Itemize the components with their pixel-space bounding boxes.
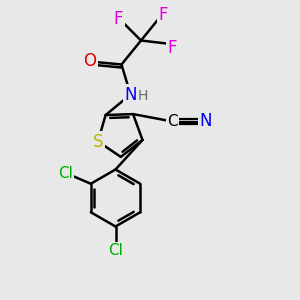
Text: H: H — [138, 89, 148, 103]
Text: C: C — [167, 114, 178, 129]
Text: Cl: Cl — [108, 243, 123, 258]
Text: N: N — [124, 85, 137, 103]
Text: Cl: Cl — [58, 166, 73, 181]
Text: F: F — [168, 39, 177, 57]
Text: O: O — [83, 52, 97, 70]
Text: S: S — [93, 133, 103, 151]
Text: F: F — [159, 6, 168, 24]
Text: F: F — [114, 11, 123, 28]
Text: N: N — [199, 112, 212, 130]
